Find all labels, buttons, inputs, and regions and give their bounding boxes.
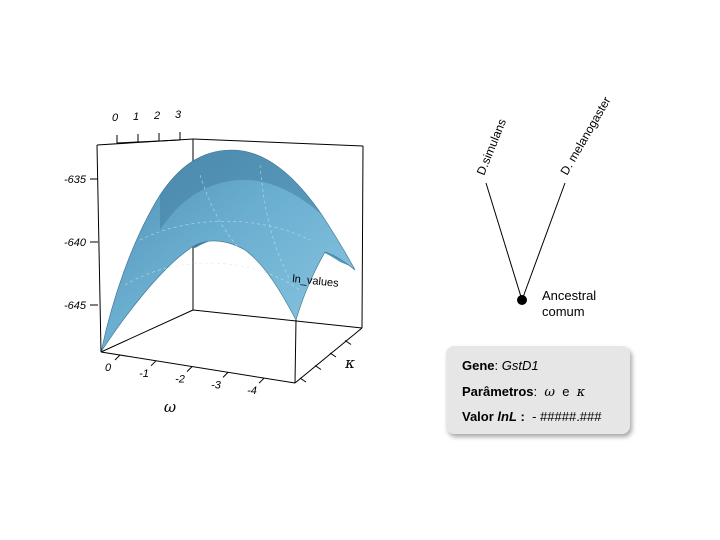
surface-grid-lines — [124, 164, 311, 291]
omega-tick-label: -1 — [139, 368, 149, 380]
leaf-label-d-melanogaster: D. melanogaster — [557, 94, 613, 177]
kappa-tick — [314, 365, 322, 370]
params-row: Parâmetros: ω e κ — [462, 384, 585, 400]
z-tick-label: -640 — [64, 237, 87, 249]
z-tick-label: -645 — [64, 300, 87, 312]
kappa-tick — [344, 340, 352, 345]
omega-tick — [186, 366, 193, 372]
ancestor-label-line1: Ancestral — [542, 288, 596, 303]
x-top-tick-label: 1 — [133, 111, 139, 123]
kappa-tick — [329, 352, 337, 358]
ln-values-surface — [100, 149, 356, 353]
x-top-tick-label: 0 — [112, 112, 119, 124]
surface-plot: 0 1 2 3 -635 -640 -645 0 -1 -2 -3 -4 ω κ ln_value… — [64, 109, 364, 416]
kappa-axis-label: κ — [344, 354, 355, 372]
x-axis-top-line — [116, 139, 181, 144]
info-box: Gene: GstD1 Parâmetros: ω e κ Valor lnL … — [446, 346, 630, 434]
branch-right — [521, 182, 566, 301]
leaf-label-d-simulans: D.simulans — [474, 117, 509, 177]
lnl-value: - #####.### — [532, 409, 602, 424]
param-omega: ω — [544, 385, 556, 400]
omega-tick-label: -2 — [175, 374, 185, 386]
omega-axis-label: ω — [164, 398, 176, 416]
branch-left — [485, 182, 523, 301]
param-kappa: κ — [576, 385, 586, 400]
omega-tick — [114, 354, 121, 361]
omega-tick-label: -4 — [247, 385, 257, 397]
lnl-label-suffix: : — [516, 409, 525, 424]
omega-tick-label: 0 — [105, 362, 112, 374]
z-tick-label: -635 — [64, 174, 87, 186]
kappa-tick — [299, 377, 307, 383]
omega-tick-label: -3 — [211, 379, 222, 391]
param-conjunction: e — [562, 384, 570, 399]
surface-ridge-shade — [160, 150, 322, 230]
omega-axis: 0 -1 -2 -3 -4 ω — [105, 340, 352, 416]
omega-tick — [258, 377, 265, 384]
gene-separator: : — [494, 358, 502, 373]
x-top-tick-label: 3 — [175, 109, 182, 121]
ancestor-node — [517, 295, 527, 305]
omega-tick — [150, 360, 157, 367]
x-top-tick-label: 2 — [153, 110, 160, 122]
params-label: Parâmetros — [462, 384, 534, 399]
surface-label: ln_values — [292, 273, 340, 290]
params-separator: : — [533, 384, 538, 399]
lnl-label-prefix: Valor — [462, 409, 498, 424]
gene-label: Gene — [462, 358, 495, 373]
ancestor-label-line2: comum — [542, 304, 585, 319]
gene-value: GstD1 — [501, 358, 539, 373]
omega-tick — [222, 372, 229, 378]
x-axis-top: 0 1 2 3 — [112, 109, 182, 144]
phylo-tree: D.simulans D. melanogaster Ancestral com… — [474, 94, 614, 319]
lnl-row: Valor lnL : - #####.### — [462, 409, 602, 424]
gene-row: Gene: GstD1 — [462, 358, 539, 373]
lnl-label-ln: lnL — [497, 409, 517, 424]
z-axis-left: -635 -640 -645 — [64, 174, 98, 312]
